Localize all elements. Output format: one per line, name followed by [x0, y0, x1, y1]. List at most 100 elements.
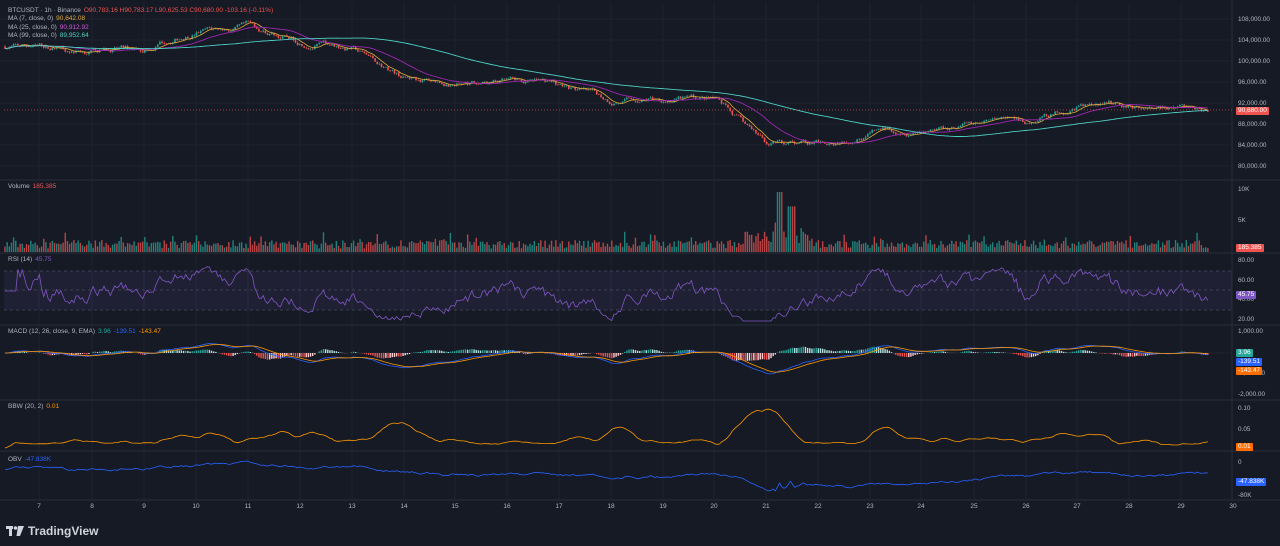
- volume-bar: [208, 245, 211, 252]
- macd-histogram-bar: [421, 351, 424, 353]
- volume-bar: [114, 243, 116, 252]
- volume-bar: [419, 240, 421, 252]
- macd-histogram-bar: [811, 348, 813, 353]
- volume-bar: [484, 244, 486, 252]
- macd-histogram-bar: [1041, 352, 1043, 353]
- macd-histogram-bar: [944, 351, 947, 353]
- candle-body: [1032, 122, 1035, 124]
- macd-histogram-bar: [772, 353, 774, 357]
- volume-bar: [892, 246, 895, 252]
- volume-bar: [176, 244, 178, 252]
- volume-bar: [705, 241, 708, 252]
- volume-bar: [361, 241, 363, 252]
- candle-body: [832, 144, 835, 146]
- tradingview-logo[interactable]: TradingView: [6, 524, 98, 538]
- volume-bar: [1131, 247, 1134, 252]
- rsi-badge: 45.75: [1236, 291, 1257, 299]
- volume-bar: [19, 243, 21, 252]
- candle-body: [1118, 102, 1121, 106]
- volume-bar: [798, 242, 800, 252]
- volume-bar: [537, 242, 540, 252]
- volume-bar: [245, 243, 247, 252]
- macd-histogram-bar: [1112, 353, 1114, 355]
- volume-bar: [542, 246, 544, 252]
- volume-bar: [339, 248, 342, 252]
- volume-bar: [529, 243, 531, 252]
- candle-body: [662, 102, 665, 103]
- volume-bar: [1050, 245, 1052, 252]
- macd-histogram-bar: [469, 349, 471, 353]
- macd-histogram-bar: [1142, 353, 1144, 356]
- macd-histogram-bar: [774, 353, 777, 355]
- candle-body: [288, 36, 290, 39]
- volume-bar: [454, 242, 456, 252]
- volume-bar: [1138, 245, 1140, 252]
- candle-body: [1146, 108, 1149, 109]
- volume-bar: [832, 246, 835, 252]
- volume-bar: [507, 244, 510, 252]
- volume-bar: [972, 241, 975, 252]
- macd-histogram-bar: [647, 349, 650, 353]
- macd-histogram-bar: [852, 351, 854, 353]
- macd-histogram-bar: [454, 351, 456, 353]
- ma7-label: MA (7, close, 0): [8, 15, 54, 23]
- candle-body: [626, 97, 628, 100]
- macd-histogram-bar: [587, 353, 589, 354]
- volume-bar: [1095, 246, 1097, 252]
- x-tick: 29: [1177, 503, 1185, 510]
- macd-histogram-bar: [271, 353, 273, 359]
- macd-histogram-bar: [568, 353, 570, 357]
- volume-bar: [66, 240, 69, 252]
- candle-body: [397, 72, 400, 77]
- candle-body: [350, 47, 353, 50]
- macd-histogram-bar: [408, 353, 411, 355]
- candle-body: [184, 37, 187, 40]
- volume-bar: [71, 242, 73, 252]
- macd-histogram-bar: [1086, 350, 1089, 353]
- candle-body: [391, 70, 394, 71]
- candle-body: [339, 47, 342, 49]
- macd-histogram-bar: [309, 353, 312, 357]
- macd-histogram-bar: [910, 353, 912, 357]
- volume-bar: [290, 244, 292, 252]
- macd-histogram-bar: [245, 351, 247, 353]
- x-tick: 11: [244, 503, 252, 510]
- volume-bar: [725, 248, 727, 252]
- volume-bar: [178, 247, 180, 252]
- volume-bar: [215, 243, 217, 252]
- volume-bar: [871, 244, 873, 252]
- volume-bar: [111, 244, 114, 252]
- volume-bar: [228, 242, 230, 252]
- candle-body: [221, 28, 224, 31]
- candle-body: [811, 142, 813, 144]
- volume-bar: [385, 240, 387, 252]
- candle-body: [770, 143, 772, 146]
- volume-bar: [1073, 243, 1076, 252]
- volume-bar: [365, 244, 368, 252]
- volume-bar: [1202, 247, 1205, 252]
- volume-bar: [899, 243, 901, 252]
- candle-body: [365, 52, 368, 55]
- volume-bar: [432, 242, 434, 252]
- macd-histogram-bar: [322, 349, 325, 353]
- volume-bar: [570, 244, 572, 252]
- volume-bar: [1142, 245, 1144, 252]
- macd-histogram-bar: [178, 350, 180, 353]
- macd-histogram-bar: [221, 353, 224, 355]
- candle-body: [966, 122, 968, 124]
- candle-body: [337, 45, 340, 48]
- macd-histogram-bar: [189, 351, 191, 353]
- volume-bar: [819, 247, 822, 252]
- macd-histogram-bar: [107, 351, 109, 353]
- volume-bar: [953, 243, 955, 252]
- macd-histogram-bar: [206, 349, 208, 353]
- candle-body: [864, 136, 867, 139]
- candle-body: [122, 45, 125, 49]
- volume-bar: [200, 244, 202, 252]
- volume-bar: [139, 242, 142, 252]
- candle-body: [156, 44, 159, 48]
- candle-body: [266, 33, 269, 36]
- macd-histogram-bar: [486, 350, 488, 353]
- rsi-tick: 60.00: [1238, 277, 1254, 284]
